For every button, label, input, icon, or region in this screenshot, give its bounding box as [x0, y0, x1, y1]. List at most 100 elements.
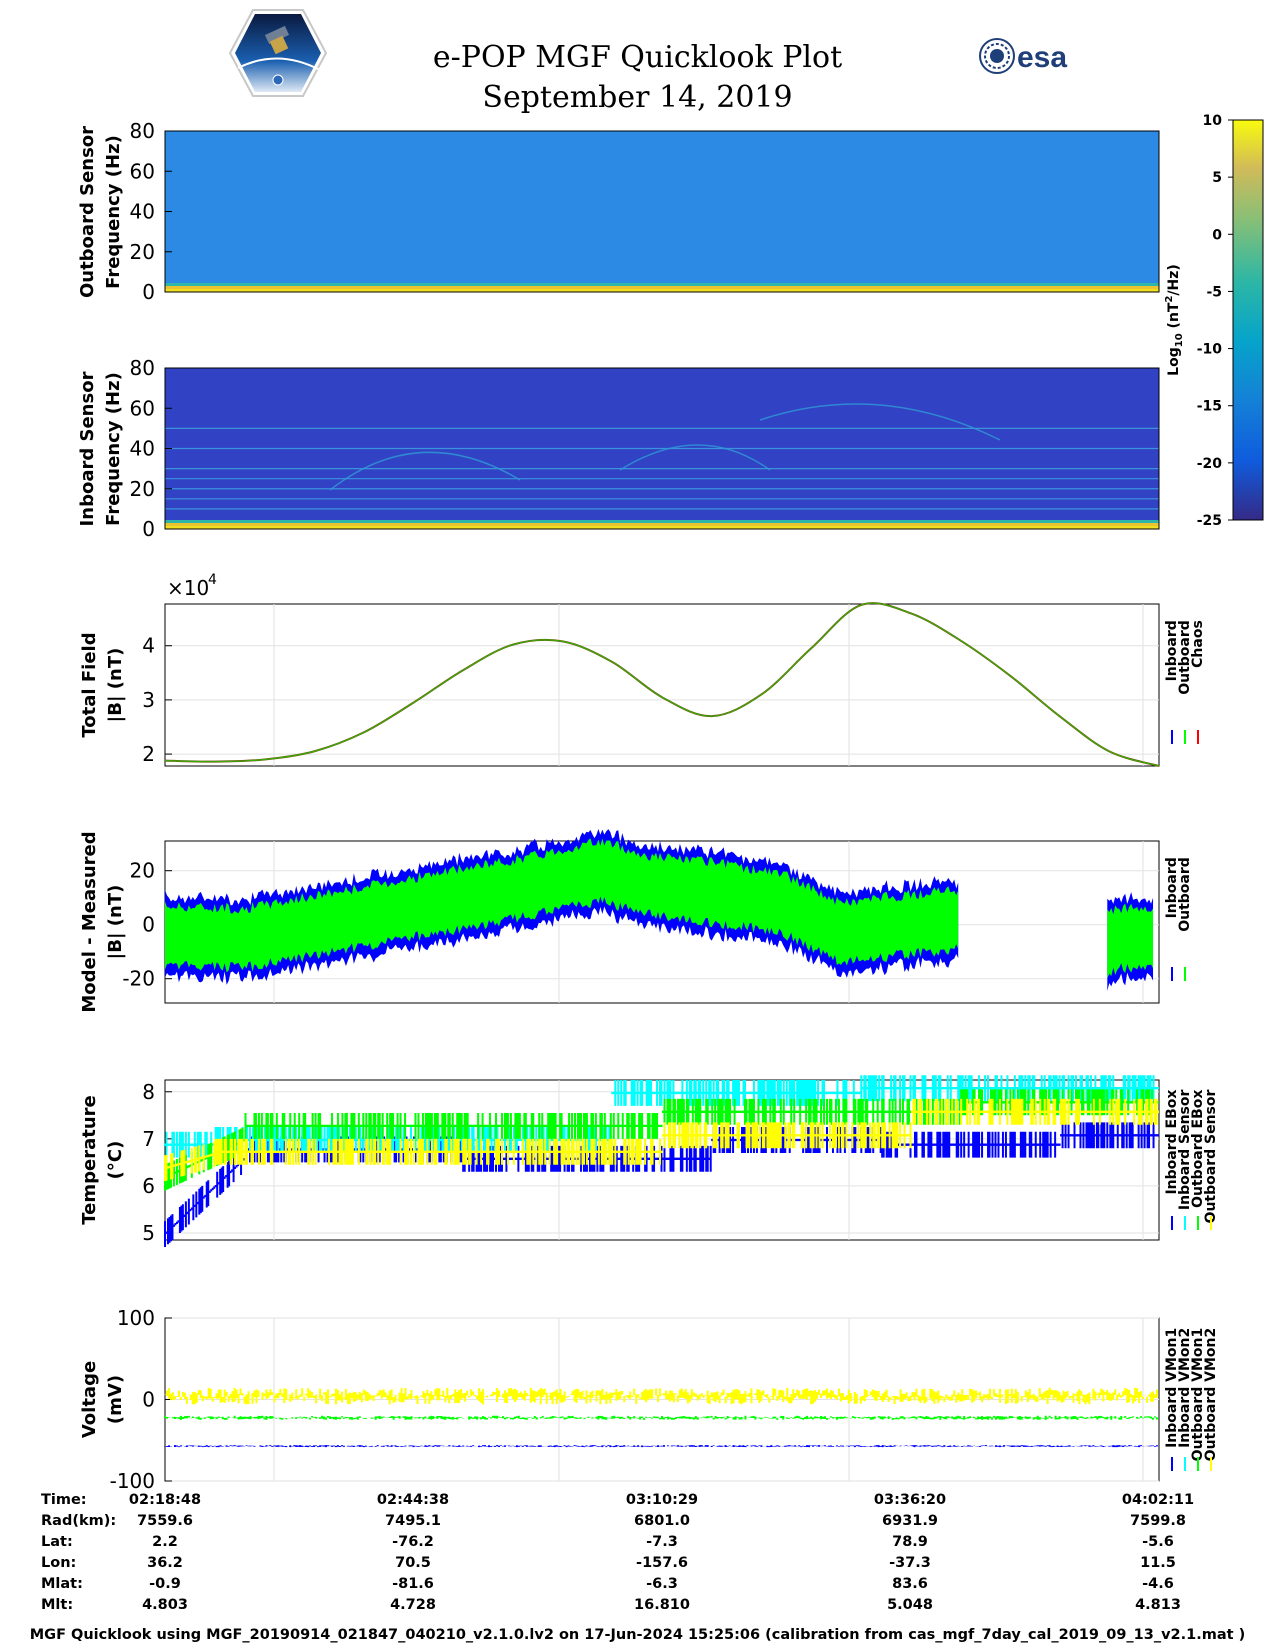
outboard-spectrogram: [164, 130, 1160, 293]
diff-legend-label: Outboard: [1177, 857, 1193, 932]
spec2-ylabel-1: Inboard Sensor: [77, 371, 98, 526]
orbit-cell: 83.6: [892, 1576, 928, 1592]
orbit-cell: 02:18:48: [129, 1492, 201, 1508]
orbit-cell: -5.6: [1142, 1534, 1174, 1550]
plot-title: e-POP MGF Quicklook Plot: [432, 40, 843, 75]
volt-tick-label: 0: [142, 1388, 155, 1412]
temp-ylabel-1: Temperature: [79, 1095, 100, 1224]
spec1-tick-label: 20: [130, 240, 155, 264]
voltage-panel: 100 0 -100 Voltage (mV) Inboard VMon1Inboard …: [79, 1306, 1219, 1493]
diff-tick-label: -20: [122, 967, 155, 991]
diff-legend-label: Inboard: [1164, 857, 1180, 918]
orbit-cell: 2.2: [152, 1534, 178, 1550]
orbit-cell: 6931.9: [882, 1513, 938, 1529]
temp-ylabel-2: (°C): [105, 1141, 126, 1180]
diff-tick-label: 0: [142, 913, 155, 937]
colorbar-tick-label: 5: [1212, 170, 1222, 186]
orbit-cell: 4.803: [142, 1597, 188, 1613]
diff-outboard-band: [165, 838, 959, 973]
colorbar-tick-label: -15: [1197, 399, 1222, 415]
colorbar-tick-label: -25: [1197, 513, 1222, 529]
total-tick-label: 3: [142, 688, 155, 712]
orbit-row-label: Lon:: [41, 1555, 76, 1571]
spec2-tick-label: 40: [130, 437, 155, 461]
total-ylabel-2: |B| (nT): [105, 648, 126, 723]
orbit-cell: 36.2: [147, 1555, 183, 1571]
diff-tick-label: 20: [130, 859, 155, 883]
total-tick-label: 2: [142, 742, 155, 766]
spec2-tick-label: 20: [130, 477, 155, 501]
orbit-cell: 4.813: [1135, 1597, 1181, 1613]
orbit-cell: 03:36:20: [874, 1492, 946, 1508]
diff-outboard-band: [1107, 903, 1154, 979]
spec2-ylabel-2: Frequency (Hz): [103, 372, 124, 526]
orbit-cell: -76.2: [392, 1534, 434, 1550]
total-legend-label: Inboard: [1164, 620, 1180, 681]
temp-legend-label: Outboard EBox: [1190, 1090, 1206, 1208]
colorbar-tick-label: 10: [1203, 113, 1223, 129]
orbit-cell: 11.5: [1140, 1555, 1176, 1571]
spec2-tick-label: 0: [142, 517, 155, 541]
volt-legend-label: Inboard VMon1: [1164, 1328, 1180, 1448]
spec1-ylabel-2: Frequency (Hz): [103, 135, 124, 289]
orbit-row-label: Rad(km):: [41, 1513, 116, 1529]
total-legend-label: Outboard: [1177, 620, 1193, 695]
orbit-cell: -157.6: [636, 1555, 688, 1571]
total-legend-label: Chaos: [1190, 620, 1206, 668]
temp-tick-label: 5: [142, 1221, 155, 1245]
colorbar-tick-label: -5: [1206, 284, 1222, 300]
orbit-cell: 7599.8: [1130, 1513, 1186, 1529]
temp-legend-label: Inboard EBox: [1164, 1090, 1180, 1195]
orbit-cell: -81.6: [392, 1576, 434, 1592]
temp-outboard-sensor: [164, 1098, 1160, 1182]
orbit-cell: 78.9: [892, 1534, 928, 1550]
spec1-tick-label: 40: [130, 200, 155, 224]
footer-text: MGF Quicklook using MGF_20190914_021847_…: [29, 1627, 1246, 1643]
orbit-row-label: Mlt:: [41, 1597, 73, 1613]
model-measured-panel: 20 0 -20 Model - Measured |B| (nT) InboardOut…: [79, 828, 1193, 1013]
colorbar-tick-label: -10: [1197, 342, 1223, 358]
total-outboard-line: [164, 602, 1160, 767]
orbit-cell: 70.5: [395, 1555, 431, 1571]
diff-ylabel-1: Model - Measured: [79, 831, 100, 1012]
orbit-cell: -0.9: [149, 1576, 181, 1592]
total-tick-label: 4: [142, 634, 155, 658]
colorbar-label: Log10 (nT2/Hz): [1164, 264, 1185, 376]
colorbar-tick-label: 0: [1212, 227, 1222, 243]
volt-inboard-vmon1: [164, 1445, 1159, 1448]
volt-tick-label: -100: [110, 1469, 155, 1493]
orbit-cell: -7.3: [646, 1534, 678, 1550]
temp-legend-label: Inboard Sensor: [1177, 1090, 1193, 1211]
total-exponent-power: 4: [208, 572, 217, 588]
temp-legend-label: Outboard Sensor: [1203, 1090, 1219, 1224]
orbit-cell: 03:10:29: [626, 1492, 698, 1508]
spec2-tick-label: 80: [130, 356, 155, 380]
temp-tick-label: 8: [142, 1080, 155, 1104]
temp-tick-label: 6: [142, 1174, 155, 1198]
orbit-cell: 7559.6: [137, 1513, 193, 1529]
orbit-cell: 04:02:11: [1122, 1492, 1194, 1508]
diff-inboard-band: [165, 828, 959, 985]
esa-wordmark: esa: [1017, 41, 1067, 74]
orbit-table: Time: 02:18:48 02:44:38 03:10:29 03:36:20 04:…: [41, 1492, 1194, 1613]
volt-outboard-vmon1: [164, 1415, 1159, 1420]
spec1-ylabel-1: Outboard Sensor: [77, 126, 98, 298]
esa-logo: esa: [979, 38, 1067, 74]
orbit-row-label: Lat:: [41, 1534, 73, 1550]
orbit-cell: 6801.0: [634, 1513, 690, 1529]
volt-legend-label: Outboard VMon2: [1203, 1328, 1219, 1462]
volt-outboard-vmon2: [164, 1387, 1159, 1405]
orbit-cell: -6.3: [646, 1576, 678, 1592]
orbit-cell: 02:44:38: [377, 1492, 449, 1508]
total-ylabel-1: Total Field: [79, 632, 100, 737]
orbit-cell: 16.810: [634, 1597, 690, 1613]
spec1-tick-label: 0: [142, 280, 155, 304]
colorbar: [1232, 119, 1264, 521]
spec1-tick-label: 80: [130, 119, 155, 143]
orbit-cell: -37.3: [889, 1555, 931, 1571]
volt-legend-label: Outboard VMon1: [1190, 1328, 1206, 1462]
temp-tick-label: 7: [142, 1127, 155, 1151]
diff-ylabel-2: |B| (nT): [105, 885, 126, 960]
